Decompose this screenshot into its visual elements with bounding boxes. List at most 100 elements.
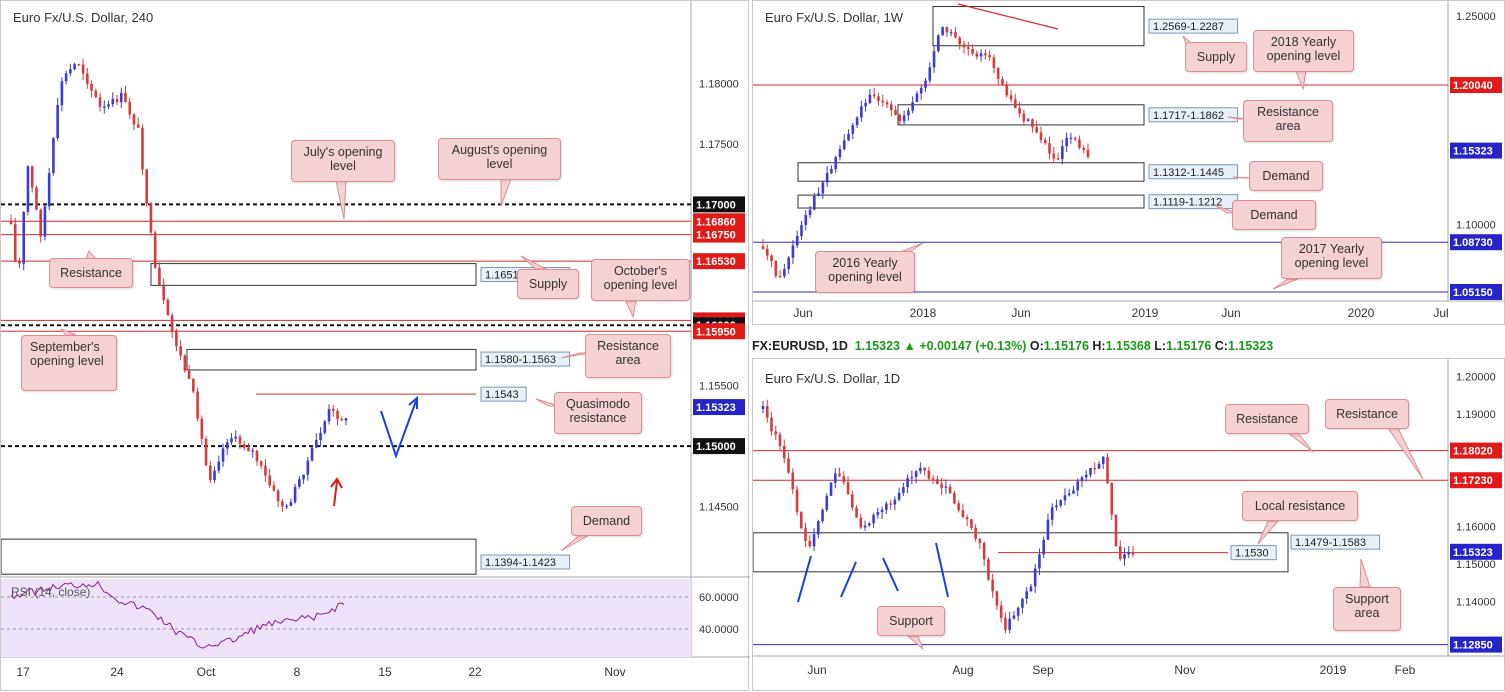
h4-candle — [187, 370, 191, 379]
h4-zone-1580-tag: 1.1580-1.1563 — [485, 354, 556, 366]
h4-zone-box — [1, 538, 477, 575]
d1-zone-1479-tag: 1.1479-1.1583 — [1295, 537, 1366, 549]
callout-w1-supply: Supply — [1185, 42, 1247, 72]
d1-price-tag-label: 1.12850 — [1453, 640, 1493, 652]
d1-swing-arrow — [935, 542, 949, 598]
d1-candle — [1025, 591, 1028, 599]
h4-candle — [56, 105, 59, 139]
d1-candle — [987, 559, 990, 580]
h4-rsi-background — [1, 579, 691, 657]
w1-price-tag — [1450, 142, 1502, 159]
w1-candle — [761, 246, 765, 249]
callout-2018-yearly: 2018 Yearly opening level — [1253, 30, 1354, 72]
w1-candle — [800, 224, 803, 236]
d1-candle — [1131, 551, 1135, 555]
d1-callout-pointer — [1387, 427, 1424, 480]
w1-candle — [898, 114, 902, 122]
h4-candle — [64, 73, 68, 82]
h4-candle — [281, 501, 284, 507]
w1-candle — [825, 173, 829, 183]
h4-candle — [132, 114, 136, 125]
d1-candle — [851, 494, 854, 508]
d1-candle — [1050, 507, 1054, 520]
w1-candle — [1039, 132, 1043, 140]
w1-chart-panel[interactable]: 1.2569-1.2287 1.1717-1.1862 1.1312-1.1445 1… — [752, 0, 1505, 325]
h4-candle — [289, 502, 293, 506]
d1-candle — [868, 523, 871, 526]
d1-candle — [829, 482, 833, 496]
h4-price-tag — [693, 323, 745, 340]
h4-candle — [30, 166, 34, 188]
w1-x-tick-label: 2018 — [910, 306, 937, 320]
h4-candle — [285, 505, 288, 508]
h4-candle — [77, 64, 81, 66]
w1-candle — [1001, 78, 1004, 85]
h4-candle — [327, 408, 331, 422]
w1-callout-pointer — [1272, 278, 1299, 290]
d1-low-label: L: — [1154, 339, 1167, 353]
d1-candle — [804, 528, 807, 542]
d1-candle — [1029, 586, 1033, 592]
h4-candle — [323, 421, 327, 433]
d1-chart-title: Euro Fx/U.S. Dollar, 1D — [763, 371, 903, 386]
d1-swing-arrow — [882, 557, 899, 592]
w1-candle — [804, 215, 808, 225]
h4-candle — [18, 261, 21, 264]
h4-candle — [141, 127, 144, 170]
d1-candle — [1038, 554, 1041, 569]
h4-candle — [26, 166, 30, 212]
w1-candle — [988, 55, 991, 58]
w1-candle — [783, 269, 786, 277]
d1-chart-panel[interactable]: 1.1530 1.1479-1.1583 1.20000 1.19000 1.18020… — [752, 358, 1505, 691]
h4-candle — [124, 92, 127, 102]
d1-zone-1530-tag-box — [1230, 545, 1277, 561]
w1-candle — [774, 260, 778, 277]
h4-candle — [60, 81, 64, 106]
d1-candle — [842, 476, 846, 483]
w1-x-tick-label: Jun — [793, 306, 812, 320]
d1-candle — [927, 470, 931, 479]
h4-chart-title: Euro Fx/U.S. Dollar, 240 — [11, 10, 156, 25]
w1-candle — [945, 27, 949, 33]
d1-candle — [1042, 539, 1045, 555]
h4-candle — [302, 474, 305, 480]
h4-candle — [230, 438, 233, 443]
h4-candle — [315, 440, 318, 448]
d1-candle — [1033, 568, 1037, 587]
d1-candle — [880, 509, 884, 513]
d1-candle — [885, 503, 888, 510]
h4-candle — [179, 346, 182, 356]
w1-candle — [958, 37, 962, 45]
d1-candle — [999, 605, 1003, 618]
d1-candle — [774, 431, 778, 435]
h4-candle — [242, 444, 246, 448]
d1-candle — [838, 473, 841, 477]
h4-candle — [102, 106, 106, 108]
h4-callout-pointer — [335, 180, 347, 220]
h4-price-tag-label: 1.15950 — [696, 326, 736, 338]
d1-candle — [910, 477, 914, 479]
d1-candle — [782, 446, 786, 459]
h4-tick-label: 1.15500 — [699, 381, 739, 393]
w1-candle — [834, 157, 837, 169]
d1-candle — [906, 478, 909, 488]
d1-candle — [940, 483, 943, 488]
h4-callout-pointer — [500, 178, 512, 207]
h4-chart-panel[interactable]: 1.1651-1.16331.1580-1.15631.15431.1394-1… — [0, 0, 750, 691]
d1-zone-1530-tag: 1.1530 — [1235, 548, 1269, 560]
h4-zone-box — [186, 348, 477, 371]
d1-candle — [914, 471, 918, 478]
h4-x-tick-label: 8 — [294, 665, 301, 679]
h4-price-tag — [693, 196, 745, 213]
h4-candle — [128, 101, 132, 115]
h4-candle — [119, 92, 123, 102]
h4-zone-1394-tag: 1.1394-1.1423 — [485, 557, 556, 569]
d1-candle — [1123, 554, 1126, 559]
d1-candle — [1063, 495, 1067, 501]
w1-candle — [949, 32, 953, 34]
h4-red-arrow — [333, 480, 338, 507]
w1-candle — [1082, 147, 1086, 150]
d1-last-price: 1.15323 — [854, 339, 900, 353]
h4-candle — [35, 187, 38, 210]
h4-candle — [293, 486, 297, 503]
